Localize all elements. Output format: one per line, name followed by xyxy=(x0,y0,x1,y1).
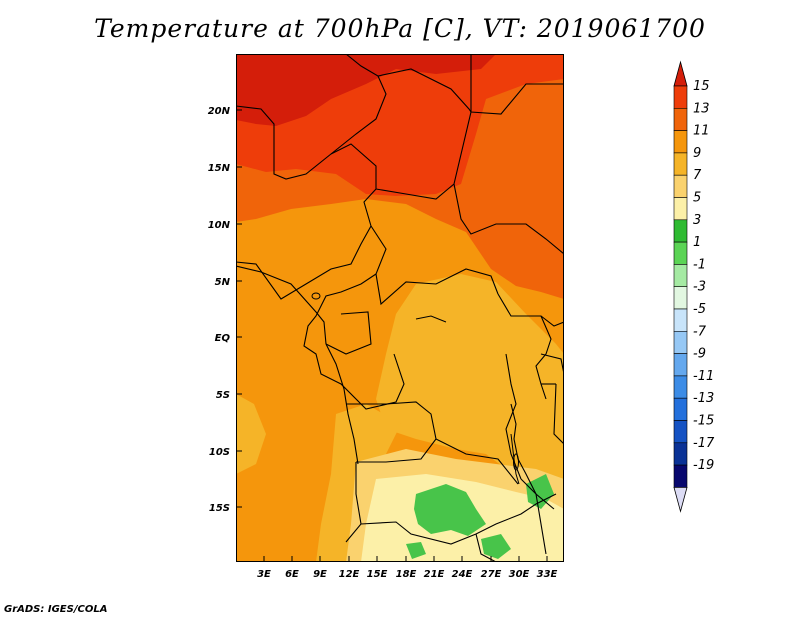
map-frame xyxy=(236,54,564,562)
latitude-labels: 20N 15N 10N 5N EQ 5S 10S 15S xyxy=(208,106,231,514)
country-borders xyxy=(236,54,564,562)
colorbar-swatch xyxy=(673,420,688,444)
colorbar-label: 11 xyxy=(693,124,710,139)
lon-label: 6E xyxy=(285,569,299,580)
lon-label: 9E xyxy=(313,569,327,580)
colorbar-label: 15 xyxy=(693,79,710,94)
colorbar-max-arrow xyxy=(673,60,688,87)
lon-label: 15E xyxy=(367,569,388,580)
colorbar-swatch xyxy=(673,442,688,466)
lon-label: 24E xyxy=(452,569,473,580)
colorbar-swatch xyxy=(673,85,688,109)
colorbar-swatch xyxy=(673,264,688,287)
credit-text: GrADS: IGES/COLA xyxy=(4,604,108,615)
field-m1-1-b xyxy=(526,474,554,509)
colorbar-label: -17 xyxy=(693,436,715,451)
field-5-7 xyxy=(376,274,564,494)
colorbar-swatch xyxy=(673,152,688,176)
colorbar-label: -7 xyxy=(693,324,707,339)
lon-label: 30E xyxy=(509,569,530,580)
colorbar-swatch xyxy=(673,353,688,377)
field-m1-1-c xyxy=(481,534,511,559)
colorbar-swatch xyxy=(673,375,688,399)
colorbar-swatch xyxy=(673,197,688,221)
colorbar-labels: 15 13 11 9 7 5 3 1 -1 -3 -5 -7 -9 -11 -13 -15 -17 -19 xyxy=(693,79,715,473)
lat-label: EQ xyxy=(215,333,231,344)
colorbar-swatch xyxy=(673,464,688,488)
colorbar-swatches xyxy=(673,60,688,513)
colorbar-swatch xyxy=(673,219,688,243)
colorbar-label: 5 xyxy=(693,191,701,206)
lat-ticks xyxy=(236,109,242,508)
colorbar-label: -15 xyxy=(693,414,714,429)
field-5-7-b xyxy=(236,394,266,474)
plot-title: Temperature at 700hPa [C], VT: 201906170… xyxy=(94,14,706,43)
colorbar: 15 13 11 9 7 5 3 1 -1 -3 -5 -7 -9 -11 -13 -15 -17 -19 xyxy=(673,60,715,513)
lat-label: 15N xyxy=(208,163,231,174)
lakes xyxy=(311,292,520,485)
lat-label: 20N xyxy=(208,106,231,117)
colorbar-label: 13 xyxy=(693,101,710,116)
colorbar-label: 7 xyxy=(693,168,702,183)
lat-label: 10S xyxy=(209,447,230,458)
lon-label: 12E xyxy=(339,569,360,580)
lat-label: 15S xyxy=(209,503,230,514)
lon-label: 33E xyxy=(537,569,558,580)
colorbar-label: -19 xyxy=(693,458,714,473)
longitude-labels: 3E 6E 9E 12E 15E 18E 21E 24E 27E 30E 33E xyxy=(257,569,557,580)
colorbar-label: 9 xyxy=(693,146,701,161)
colorbar-label: 3 xyxy=(693,213,701,228)
lat-label: 10N xyxy=(208,220,231,231)
lon-label: 21E xyxy=(424,569,445,580)
colorbar-swatch xyxy=(673,130,688,154)
colorbar-swatch xyxy=(673,286,688,310)
lon-label: 27E xyxy=(481,569,502,580)
temperature-map xyxy=(236,54,564,562)
field-m1-1-d xyxy=(406,542,426,559)
colorbar-swatch xyxy=(673,397,688,421)
lon-label: 3E xyxy=(257,569,271,580)
colorbar-label: -13 xyxy=(693,391,714,406)
colorbar-label: -11 xyxy=(693,369,714,384)
colorbar-label: -1 xyxy=(693,257,706,272)
colorbar-min-arrow xyxy=(673,487,688,513)
colorbar-swatch xyxy=(673,241,688,265)
colorbar-label: -5 xyxy=(693,302,706,317)
colorbar-swatch xyxy=(673,107,688,131)
lat-label: 5S xyxy=(216,390,230,401)
lon-label: 18E xyxy=(396,569,417,580)
colorbar-swatch xyxy=(673,174,688,198)
lon-ticks xyxy=(263,556,548,562)
lat-label: 5N xyxy=(215,277,231,288)
colorbar-label: -9 xyxy=(693,347,706,362)
field-m1-1 xyxy=(414,484,486,536)
colorbar-label: -3 xyxy=(693,280,706,295)
colorbar-swatch xyxy=(673,330,688,354)
colorbar-label: 1 xyxy=(693,235,701,250)
field-13-15 xyxy=(236,54,496,126)
colorbar-swatch xyxy=(673,308,688,332)
